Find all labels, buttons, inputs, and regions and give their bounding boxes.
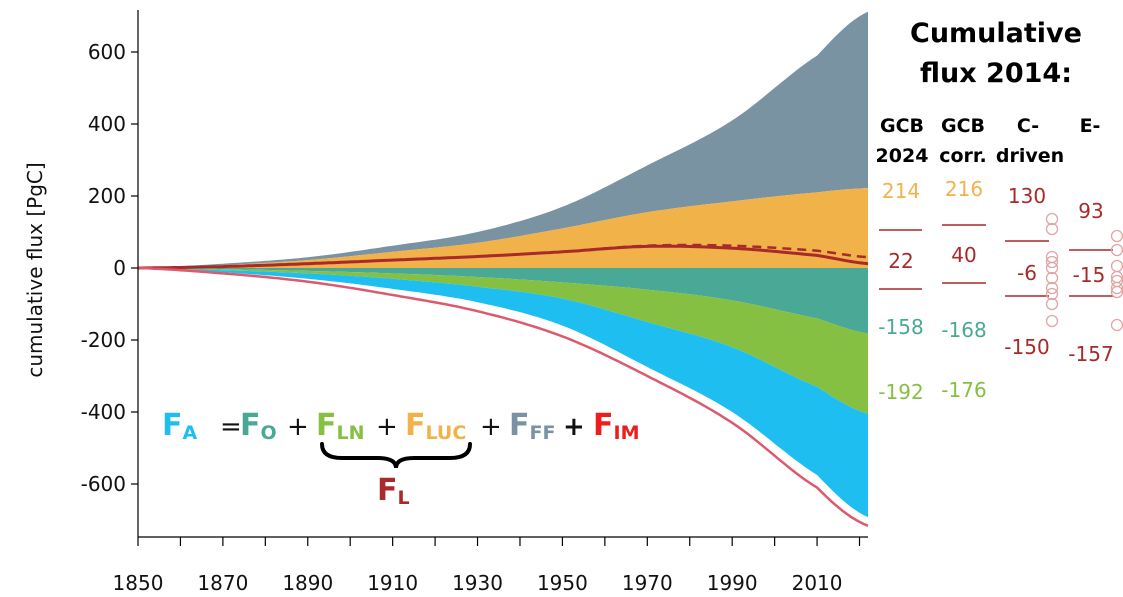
eq-fo: FO	[240, 408, 277, 444]
cdriven-bot: -150	[1004, 335, 1049, 359]
area-ocean	[138, 268, 868, 334]
y-axis-title: cumulative flux [PgC]	[23, 162, 47, 377]
eq-plus-4: +	[563, 412, 585, 442]
col-gcb2024-h1: GCB	[880, 115, 924, 137]
ensemble-member	[1045, 271, 1059, 285]
gcb2024-ln: -192	[878, 380, 923, 404]
y-tick-label: 0	[113, 256, 126, 280]
axes: 600 400 200 0 -200 -400 -600 1850 1870 1890 1910 19…	[81, 10, 868, 595]
eq-plus-3: +	[480, 412, 502, 442]
x-tick-label: 1870	[197, 571, 248, 595]
table-title-line1: Cumulative	[910, 18, 1082, 49]
eq-plus-2: +	[376, 412, 398, 442]
y-tick-label: 600	[88, 40, 126, 64]
ensemble-member	[1045, 297, 1059, 311]
stacked-areas	[138, 11, 868, 518]
cumulative-flux-table: Cumulative flux 2014: GCB 2024 GCB corr.…	[876, 18, 1123, 404]
flux-lines	[137, 243, 869, 527]
x-tick-label: 2010	[792, 571, 843, 595]
eq-fff: FFF	[509, 408, 555, 444]
ensemble-member	[1045, 212, 1059, 226]
col-gcbcorr-h1: GCB	[941, 115, 985, 137]
gcb2024-o: -158	[878, 315, 923, 339]
line-total	[137, 266, 869, 527]
col-gcb2024-h2: 2024	[876, 145, 929, 167]
gcbcorr-fl: 40	[951, 243, 976, 267]
col-gcbcorr-h2: corr.	[939, 145, 987, 167]
x-tick-label: 1970	[622, 571, 673, 595]
gcb2024-luc: 214	[882, 179, 920, 203]
flux-equation: FA = FO + FLN + FLUC + FFF + FIM FL	[162, 408, 639, 509]
eq-fluc: FLUC	[405, 408, 466, 444]
x-tick-label: 1990	[707, 571, 758, 595]
x-tick-label: 1930	[452, 571, 503, 595]
eq-equals: =	[220, 412, 242, 442]
y-tick-label: 200	[88, 184, 126, 208]
gcbcorr-o: -168	[941, 318, 986, 342]
gcb2024-fl: 22	[888, 249, 913, 273]
eq-fim: FIM	[593, 408, 639, 444]
y-tick-label: -400	[81, 400, 126, 424]
cdriven-top: 130	[1008, 184, 1046, 208]
gcbcorr-luc: 216	[945, 177, 983, 201]
ensemble-member	[1110, 318, 1123, 332]
col-edriven-h1: E-	[1080, 115, 1101, 137]
x-tick-label: 1850	[113, 571, 164, 595]
ensemble-member	[1110, 229, 1123, 243]
y-tick-label: 400	[88, 112, 126, 136]
x-tick-label: 1910	[367, 571, 418, 595]
edriven-bot: -157	[1068, 342, 1113, 366]
table-title-line2: flux 2014:	[920, 58, 1072, 89]
area-atmosphere	[138, 268, 868, 518]
x-tick-label: 1950	[537, 571, 588, 595]
y-tick-label: -200	[81, 328, 126, 352]
col-cdriven-h2: driven	[996, 145, 1064, 167]
area-land-net	[138, 268, 868, 414]
gcbcorr-ln: -176	[941, 378, 986, 402]
edriven-top: 93	[1078, 199, 1103, 223]
col-cdriven-h1: C-	[1017, 115, 1039, 137]
ensemble-member	[1110, 243, 1123, 257]
ensemble-member	[1045, 314, 1059, 328]
edriven-mid: -15	[1073, 263, 1106, 287]
ensemble-member	[1045, 281, 1059, 295]
eq-fa: FA	[162, 408, 198, 444]
eq-fln: FLN	[316, 408, 365, 444]
ensemble-member	[1045, 261, 1059, 275]
eq-plus-1: +	[287, 412, 309, 442]
cdriven-mid: -6	[1017, 261, 1037, 285]
area-ff	[138, 11, 868, 268]
area-luc	[138, 188, 868, 268]
eq-fl: FL	[377, 473, 410, 509]
y-tick-label: -600	[81, 472, 126, 496]
x-tick-label: 1890	[282, 571, 333, 595]
line-fl	[138, 244, 869, 270]
ensemble-member	[1045, 255, 1059, 269]
ensemble-member	[1045, 287, 1059, 301]
curly-brace	[320, 442, 472, 469]
ensemble-member	[1110, 259, 1123, 273]
ensemble-member	[1045, 222, 1059, 236]
